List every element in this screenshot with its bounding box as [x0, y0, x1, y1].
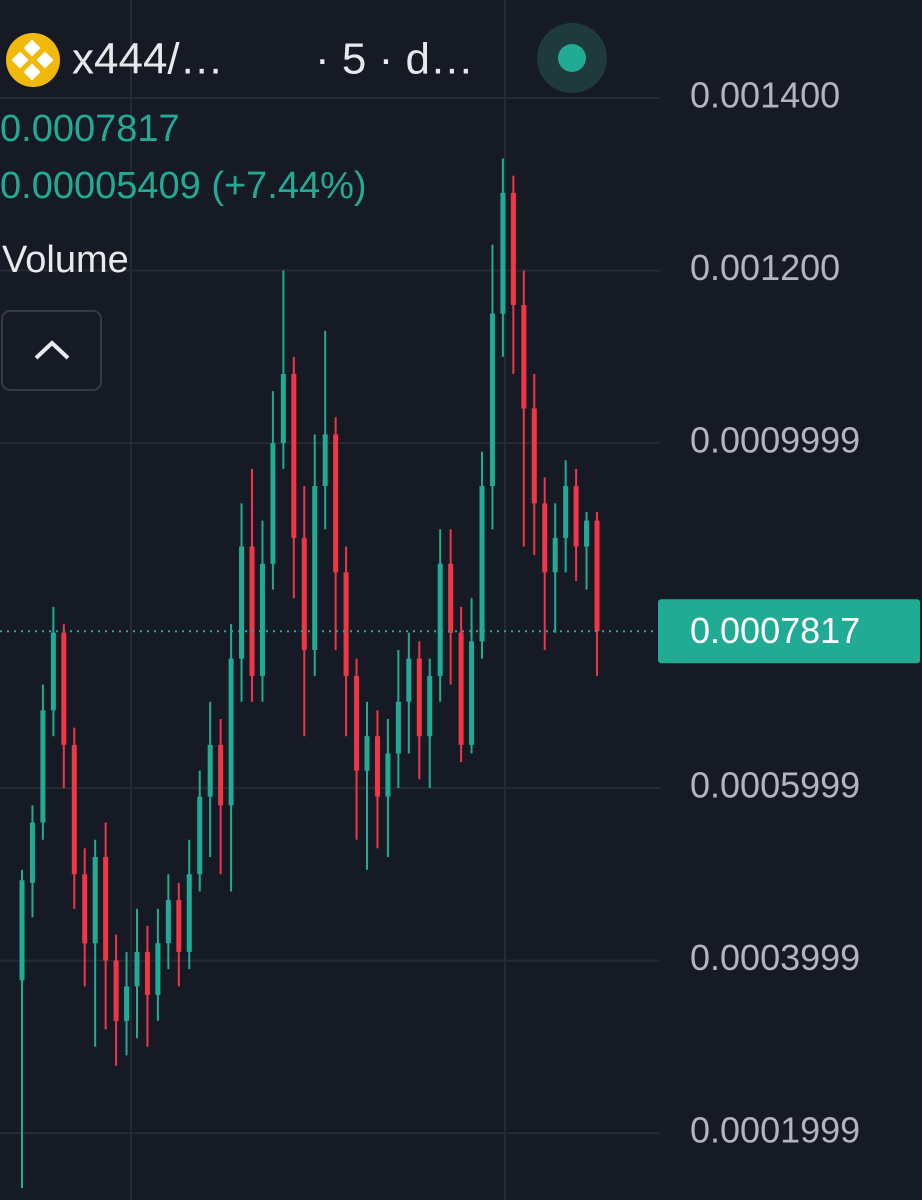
- candle-body: [573, 486, 579, 547]
- candle-body: [19, 880, 25, 981]
- candle-body: [469, 641, 475, 745]
- indicator[interactable]: Volume: [2, 239, 129, 281]
- candle-body: [312, 486, 318, 650]
- candle-body: [584, 520, 590, 547]
- candle-body: [259, 563, 265, 676]
- candle-body: [155, 943, 161, 995]
- last-price-box: [658, 599, 920, 664]
- candle-body: [280, 373, 286, 443]
- candle-body: [563, 486, 569, 538]
- candle-body: [510, 192, 516, 305]
- candle-body: [165, 900, 171, 944]
- candle-body: [82, 874, 88, 944]
- candle-body: [427, 675, 433, 737]
- candle-body: [113, 960, 119, 1021]
- candle-body: [197, 796, 203, 875]
- candle-body: [218, 744, 224, 806]
- y-tick-label: 0.001200: [690, 247, 840, 288]
- candle-body: [301, 537, 307, 650]
- candle-body: [594, 520, 600, 632]
- candle-body: [531, 408, 537, 504]
- candle-body: [176, 900, 182, 952]
- collapse-button[interactable]: [1, 310, 102, 391]
- candle-body: [374, 736, 380, 797]
- chevron: [34, 340, 70, 360]
- y-tick-label: 0.0005999: [690, 765, 860, 806]
- candle-body: [291, 373, 297, 538]
- candle-body: [40, 710, 46, 823]
- y-tick-label: 0.0003999: [690, 937, 860, 978]
- candle-body: [71, 744, 77, 875]
- legend: x444/… · 5 · d… 0.0007817 0.00005409 (+7…: [0, 23, 607, 391]
- candle-body: [542, 503, 548, 573]
- candle-body: [29, 822, 35, 883]
- y-tick-label: 0.0009999: [690, 420, 860, 461]
- candle-body: [228, 658, 234, 806]
- change: 0.00005409 (+7.44%): [0, 165, 367, 207]
- candle-body: [124, 986, 130, 1021]
- candle-body: [437, 563, 443, 676]
- coin-logo: [6, 33, 60, 87]
- candle-body: [354, 675, 360, 771]
- candle-body: [249, 546, 255, 676]
- candle-body: [61, 632, 67, 745]
- status-dot: [558, 44, 586, 72]
- y-tick-label: 0.0001999: [690, 1110, 860, 1151]
- candle-body: [489, 313, 495, 487]
- candle-body: [92, 856, 98, 944]
- plot: 0.001400 0.001200 0.0009999 0.0005999 0.0003…: [0, 74, 920, 1189]
- candle-body: [458, 632, 464, 745]
- candle-body: [186, 874, 192, 952]
- candle-body: [134, 951, 140, 987]
- candle-body: [385, 753, 391, 797]
- candle-body: [103, 856, 109, 961]
- price: 0.0007817: [0, 108, 180, 150]
- candle-body: [364, 736, 370, 771]
- candle-body: [270, 442, 276, 564]
- candle-body: [552, 537, 558, 573]
- candle-body: [479, 486, 485, 642]
- candle-body: [322, 434, 328, 487]
- candle-body: [343, 572, 349, 676]
- candle-body: [239, 546, 245, 659]
- candle-body: [448, 563, 454, 633]
- symbol[interactable]: x444/…: [72, 35, 224, 84]
- candle-body: [521, 304, 527, 409]
- candle-body: [406, 658, 412, 702]
- interval[interactable]: · 5 · d…: [315, 35, 474, 84]
- candle-body: [207, 744, 213, 797]
- candle-body: [395, 701, 401, 754]
- candle-body: [144, 951, 150, 995]
- candle-body: [333, 434, 339, 573]
- candle-body: [416, 658, 422, 737]
- last-price-label: 0.0007817: [690, 610, 860, 651]
- candle-body: [50, 632, 56, 711]
- y-tick-label: 0.001400: [690, 74, 840, 115]
- candle-body: [500, 192, 506, 314]
